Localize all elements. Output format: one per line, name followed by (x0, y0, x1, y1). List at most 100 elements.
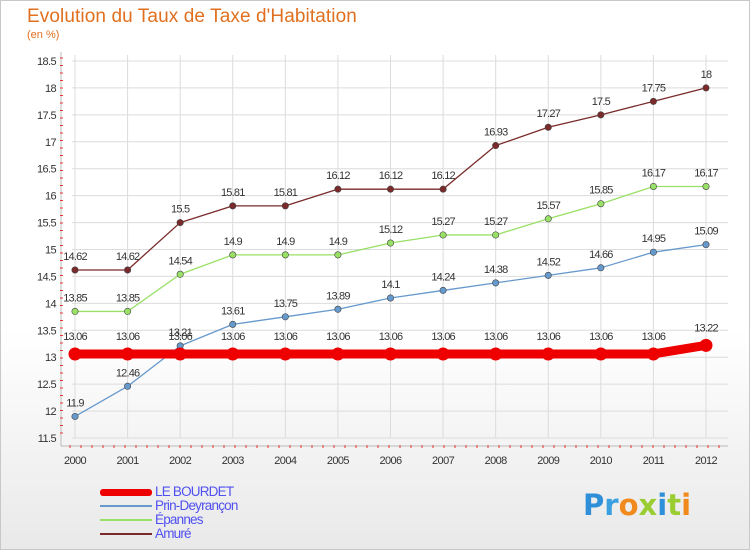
data-point (71, 307, 79, 315)
data-point (702, 84, 710, 92)
data-label: 13.06 (536, 331, 560, 343)
y-tick-label: 16 (45, 191, 57, 203)
data-point (594, 347, 608, 361)
chart-title: Evolution du Taux de Taxe d'Habitation (27, 6, 357, 27)
data-label: 13.85 (116, 292, 140, 304)
data-label: 15.27 (431, 216, 455, 228)
x-tick-label: 2000 (64, 455, 87, 467)
x-tick-label: 2005 (327, 455, 350, 467)
x-tick-label: 2007 (432, 455, 455, 467)
data-point (544, 271, 552, 279)
data-label: 14.54 (168, 255, 192, 267)
y-tick-label: 14.5 (37, 271, 56, 283)
y-tick-label: 16.5 (37, 164, 56, 176)
legend-label: Amuré (155, 526, 192, 541)
data-label: 15.81 (221, 187, 245, 199)
data-point (436, 347, 450, 361)
data-label: 13.85 (63, 292, 87, 304)
logo-letter: t (667, 488, 682, 522)
data-label: 15.57 (536, 200, 560, 212)
data-label: 13.21 (168, 327, 192, 339)
data-point (386, 294, 394, 302)
x-tick-label: 2011 (643, 455, 665, 467)
data-label: 15.5 (171, 204, 190, 216)
data-point (544, 123, 552, 131)
data-point (699, 338, 713, 352)
proxiti-logo: Proxiti (583, 488, 691, 522)
data-point (702, 182, 710, 190)
data-label: 14.9 (224, 236, 243, 248)
data-label: 14.62 (116, 251, 140, 263)
y-tick-label: 15 (45, 245, 57, 257)
data-label: 14.38 (484, 264, 508, 276)
legend-label: Épannes (155, 512, 203, 527)
y-tick-label: 15.5 (37, 218, 56, 230)
data-label: 17.75 (642, 82, 666, 94)
data-label: 11.9 (66, 397, 84, 409)
y-tick-label: 14 (45, 298, 57, 310)
data-point (121, 347, 135, 361)
data-point (541, 347, 555, 361)
data-point (544, 215, 552, 223)
data-label: 14.52 (536, 256, 560, 268)
data-label: 18 (701, 69, 712, 81)
data-label: 14.1 (381, 279, 400, 291)
logo-letter: i (681, 488, 692, 522)
data-label: 13.06 (274, 331, 298, 343)
data-label: 16.17 (694, 167, 718, 179)
data-label: 13.06 (63, 331, 87, 343)
logo-letter: P (583, 488, 605, 522)
logo-letter: r (604, 488, 619, 522)
data-point (281, 251, 289, 259)
data-point (176, 270, 184, 278)
data-point (124, 266, 132, 274)
data-label: 13.06 (431, 331, 455, 343)
legend-swatch (100, 519, 152, 521)
x-tick-label: 2003 (222, 455, 245, 467)
y-tick-label: 18.5 (37, 56, 56, 68)
data-point (334, 185, 342, 193)
y-tick-label: 11.5 (38, 433, 57, 445)
y-tick-label: 18 (45, 83, 57, 95)
data-label: 16.17 (642, 167, 666, 179)
data-point (384, 347, 397, 361)
legend-swatch (100, 488, 152, 496)
data-label: 14.95 (642, 233, 666, 245)
x-tick-label: 2001 (117, 455, 140, 467)
data-label: 17.27 (536, 108, 560, 120)
legend-label: LE BOURDET (155, 484, 234, 499)
data-point (492, 279, 500, 287)
data-label: 13.06 (326, 331, 350, 343)
data-point (281, 202, 289, 210)
data-label: 13.06 (168, 331, 192, 343)
x-tick-label: 2009 (537, 455, 560, 467)
data-point (124, 307, 132, 315)
data-point (646, 347, 660, 361)
data-label: 13.06 (589, 331, 613, 343)
data-point (649, 182, 657, 190)
data-label: 13.61 (221, 305, 245, 317)
data-label: 13.06 (221, 331, 245, 343)
data-point (176, 219, 184, 227)
x-tick-label: 2010 (590, 455, 613, 467)
x-tick-label: 2012 (695, 455, 718, 467)
data-point (71, 412, 79, 420)
data-label: 13.89 (326, 290, 350, 302)
data-point (649, 248, 657, 256)
data-label: 16.12 (326, 170, 350, 182)
data-point (71, 266, 79, 274)
data-point (229, 202, 237, 210)
logo-letter: o (618, 488, 639, 522)
x-tick-label: 2008 (485, 455, 508, 467)
data-label: 13.75 (274, 298, 298, 310)
data-point (173, 347, 187, 361)
legend-swatch (100, 505, 152, 507)
data-label: 15.27 (484, 216, 508, 228)
data-point (386, 185, 394, 193)
data-label: 13.06 (116, 331, 140, 343)
data-label: 14.9 (329, 236, 348, 248)
legend-swatch (100, 533, 152, 535)
y-tick-label: 17 (45, 137, 57, 149)
data-point (334, 251, 342, 259)
